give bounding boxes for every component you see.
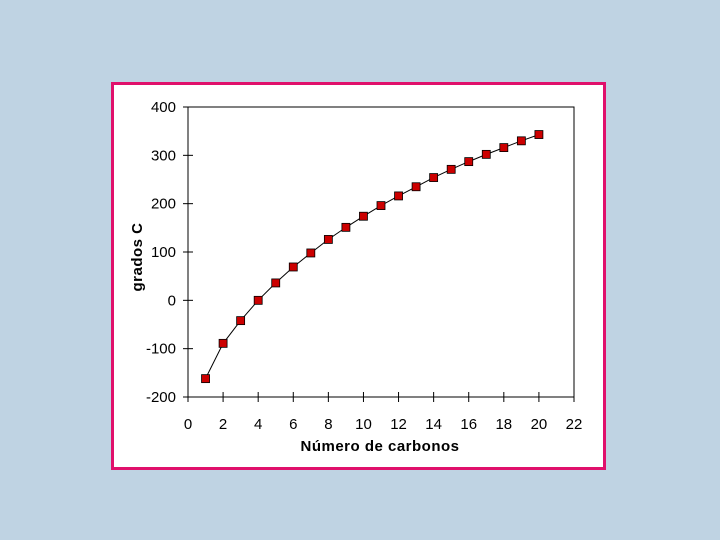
- y-axis: -200 -100 0 100 200 300 400: [146, 99, 193, 406]
- y-tick-label: 0: [168, 292, 176, 309]
- data-point: [534, 130, 544, 139]
- data-point: [271, 278, 281, 288]
- y-tick-label: 100: [151, 244, 176, 261]
- data-point: [464, 157, 474, 167]
- x-axis: 0 2 4 6 8 10 12 14 16 18 20 22: [184, 392, 583, 433]
- x-tick-label: 12: [390, 416, 407, 433]
- series-layer: [201, 130, 544, 384]
- x-tick-label: 16: [460, 416, 477, 433]
- data-point: [481, 149, 491, 159]
- x-tick-label: 22: [566, 416, 583, 433]
- data-point: [516, 136, 526, 146]
- x-tick-label: 0: [184, 416, 192, 433]
- y-tick-label: 400: [151, 99, 176, 116]
- data-point: [376, 201, 386, 210]
- plot-border: [187, 106, 575, 398]
- data-point: [323, 235, 333, 244]
- data-point: [236, 316, 246, 326]
- data-point: [288, 262, 298, 272]
- chart-frame: -200 -100 0 100 200 300 400 0 2 4 6 8 10 12 14 16 18 20 2…: [111, 82, 606, 470]
- x-tick-label: 20: [531, 416, 548, 433]
- y-tick-label: 200: [151, 196, 176, 213]
- data-point: [218, 338, 228, 348]
- data-point: [394, 191, 403, 201]
- plot-area: [187, 106, 575, 398]
- data-point: [306, 248, 316, 258]
- data-point: [411, 182, 421, 192]
- x-tick-label: 14: [425, 416, 442, 433]
- x-tick-label: 10: [355, 416, 372, 433]
- x-tick-label: 18: [495, 416, 512, 433]
- data-point: [429, 173, 439, 182]
- y-tick-label: -200: [146, 389, 176, 406]
- data-point: [253, 295, 263, 305]
- x-tick-label: 4: [254, 416, 262, 433]
- x-axis-title: Número de carbonos: [300, 438, 459, 455]
- x-tick-label: 8: [324, 416, 332, 433]
- data-point: [341, 222, 351, 232]
- x-tick-label: 2: [219, 416, 227, 433]
- y-tick-label: 300: [151, 147, 176, 164]
- x-tick-label: 6: [289, 416, 297, 433]
- data-point: [499, 143, 509, 152]
- data-point: [446, 164, 456, 174]
- data-point: [359, 211, 368, 221]
- data-point: [201, 374, 210, 384]
- series-line: [205, 134, 540, 379]
- line-chart: -200 -100 0 100 200 300 400 0 2 4 6 8 10 12 14 16 18 20 2…: [129, 99, 583, 455]
- y-tick-label: -100: [146, 341, 176, 358]
- y-axis-title: grados C: [129, 222, 146, 291]
